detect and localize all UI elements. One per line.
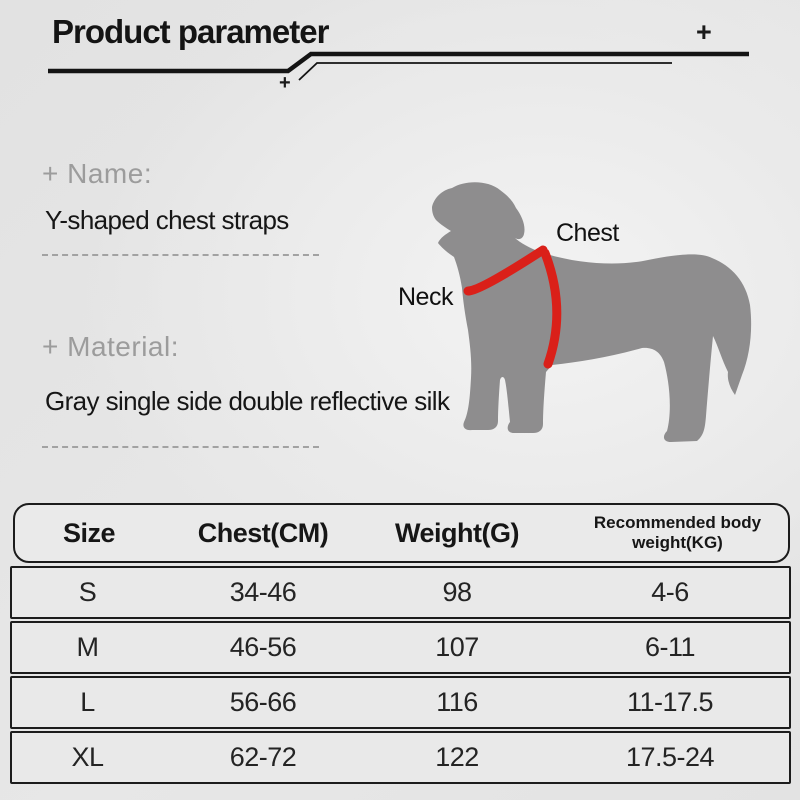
cell-recommended-weight: 6-11	[644, 632, 696, 662]
neck-strap	[463, 245, 548, 296]
cell-weight: 116	[436, 687, 478, 717]
table-row-xl: XL 62-72 122 17.5-24	[10, 731, 791, 784]
plus-icon: +	[696, 17, 712, 47]
cell-size: L	[80, 687, 95, 717]
chest-measure-label: Chest	[556, 219, 619, 247]
cell-size: S	[78, 577, 97, 607]
material-section-label: + Material:	[42, 331, 179, 362]
name-section-label: + Name:	[42, 158, 153, 189]
cell-chest: 62-72	[229, 742, 297, 772]
cell-chest: 46-56	[229, 632, 297, 662]
cell-recommended-weight: 11-17.5	[626, 687, 714, 717]
cell-weight: 122	[435, 742, 479, 772]
dog-diagram-svg	[432, 182, 752, 442]
page-title: Product parameter	[52, 13, 329, 50]
plus-icon: +	[279, 72, 291, 94]
cell-chest: 34-46	[229, 577, 297, 607]
table-row-m: M 46-56 107 6-11	[10, 621, 791, 674]
cell-chest: 56-66	[229, 687, 297, 717]
header-cell-weight: Weight(G)	[395, 517, 519, 548]
cell-size: M	[76, 632, 100, 662]
cell-recommended-weight: 4-6	[651, 577, 689, 607]
name-section-value: Y-shaped chest straps	[45, 205, 289, 235]
dog-silhouette	[432, 182, 752, 442]
header-divider-lines	[48, 51, 749, 81]
dog-harness-diagram	[380, 150, 800, 480]
divider-thin-line	[298, 62, 672, 81]
cell-weight: 107	[435, 632, 479, 662]
chest-strap	[540, 248, 562, 369]
table-row-s: S 34-46 98 4-6	[10, 566, 791, 619]
size-table-header: Size Chest(CM) Weight(G) Recommended bod…	[13, 503, 790, 563]
table-row-l: L 56-66 116 11-17.5	[10, 676, 791, 729]
cell-recommended-weight: 17.5-24	[625, 742, 715, 772]
header-cell-chest: Chest(CM)	[197, 517, 329, 548]
material-section-value: Gray single side double reflective silk	[45, 386, 450, 416]
neck-measure-label: Neck	[398, 283, 453, 311]
cell-weight: 98	[442, 577, 472, 607]
header-cell-recommended-weight: Recommended body weight(KG)	[593, 513, 762, 552]
material-dashed-separator	[42, 446, 319, 448]
cell-size: XL	[71, 742, 104, 772]
divider-thick-line	[48, 51, 749, 74]
name-dashed-separator	[42, 254, 319, 256]
header-cell-size: Size	[62, 517, 116, 548]
